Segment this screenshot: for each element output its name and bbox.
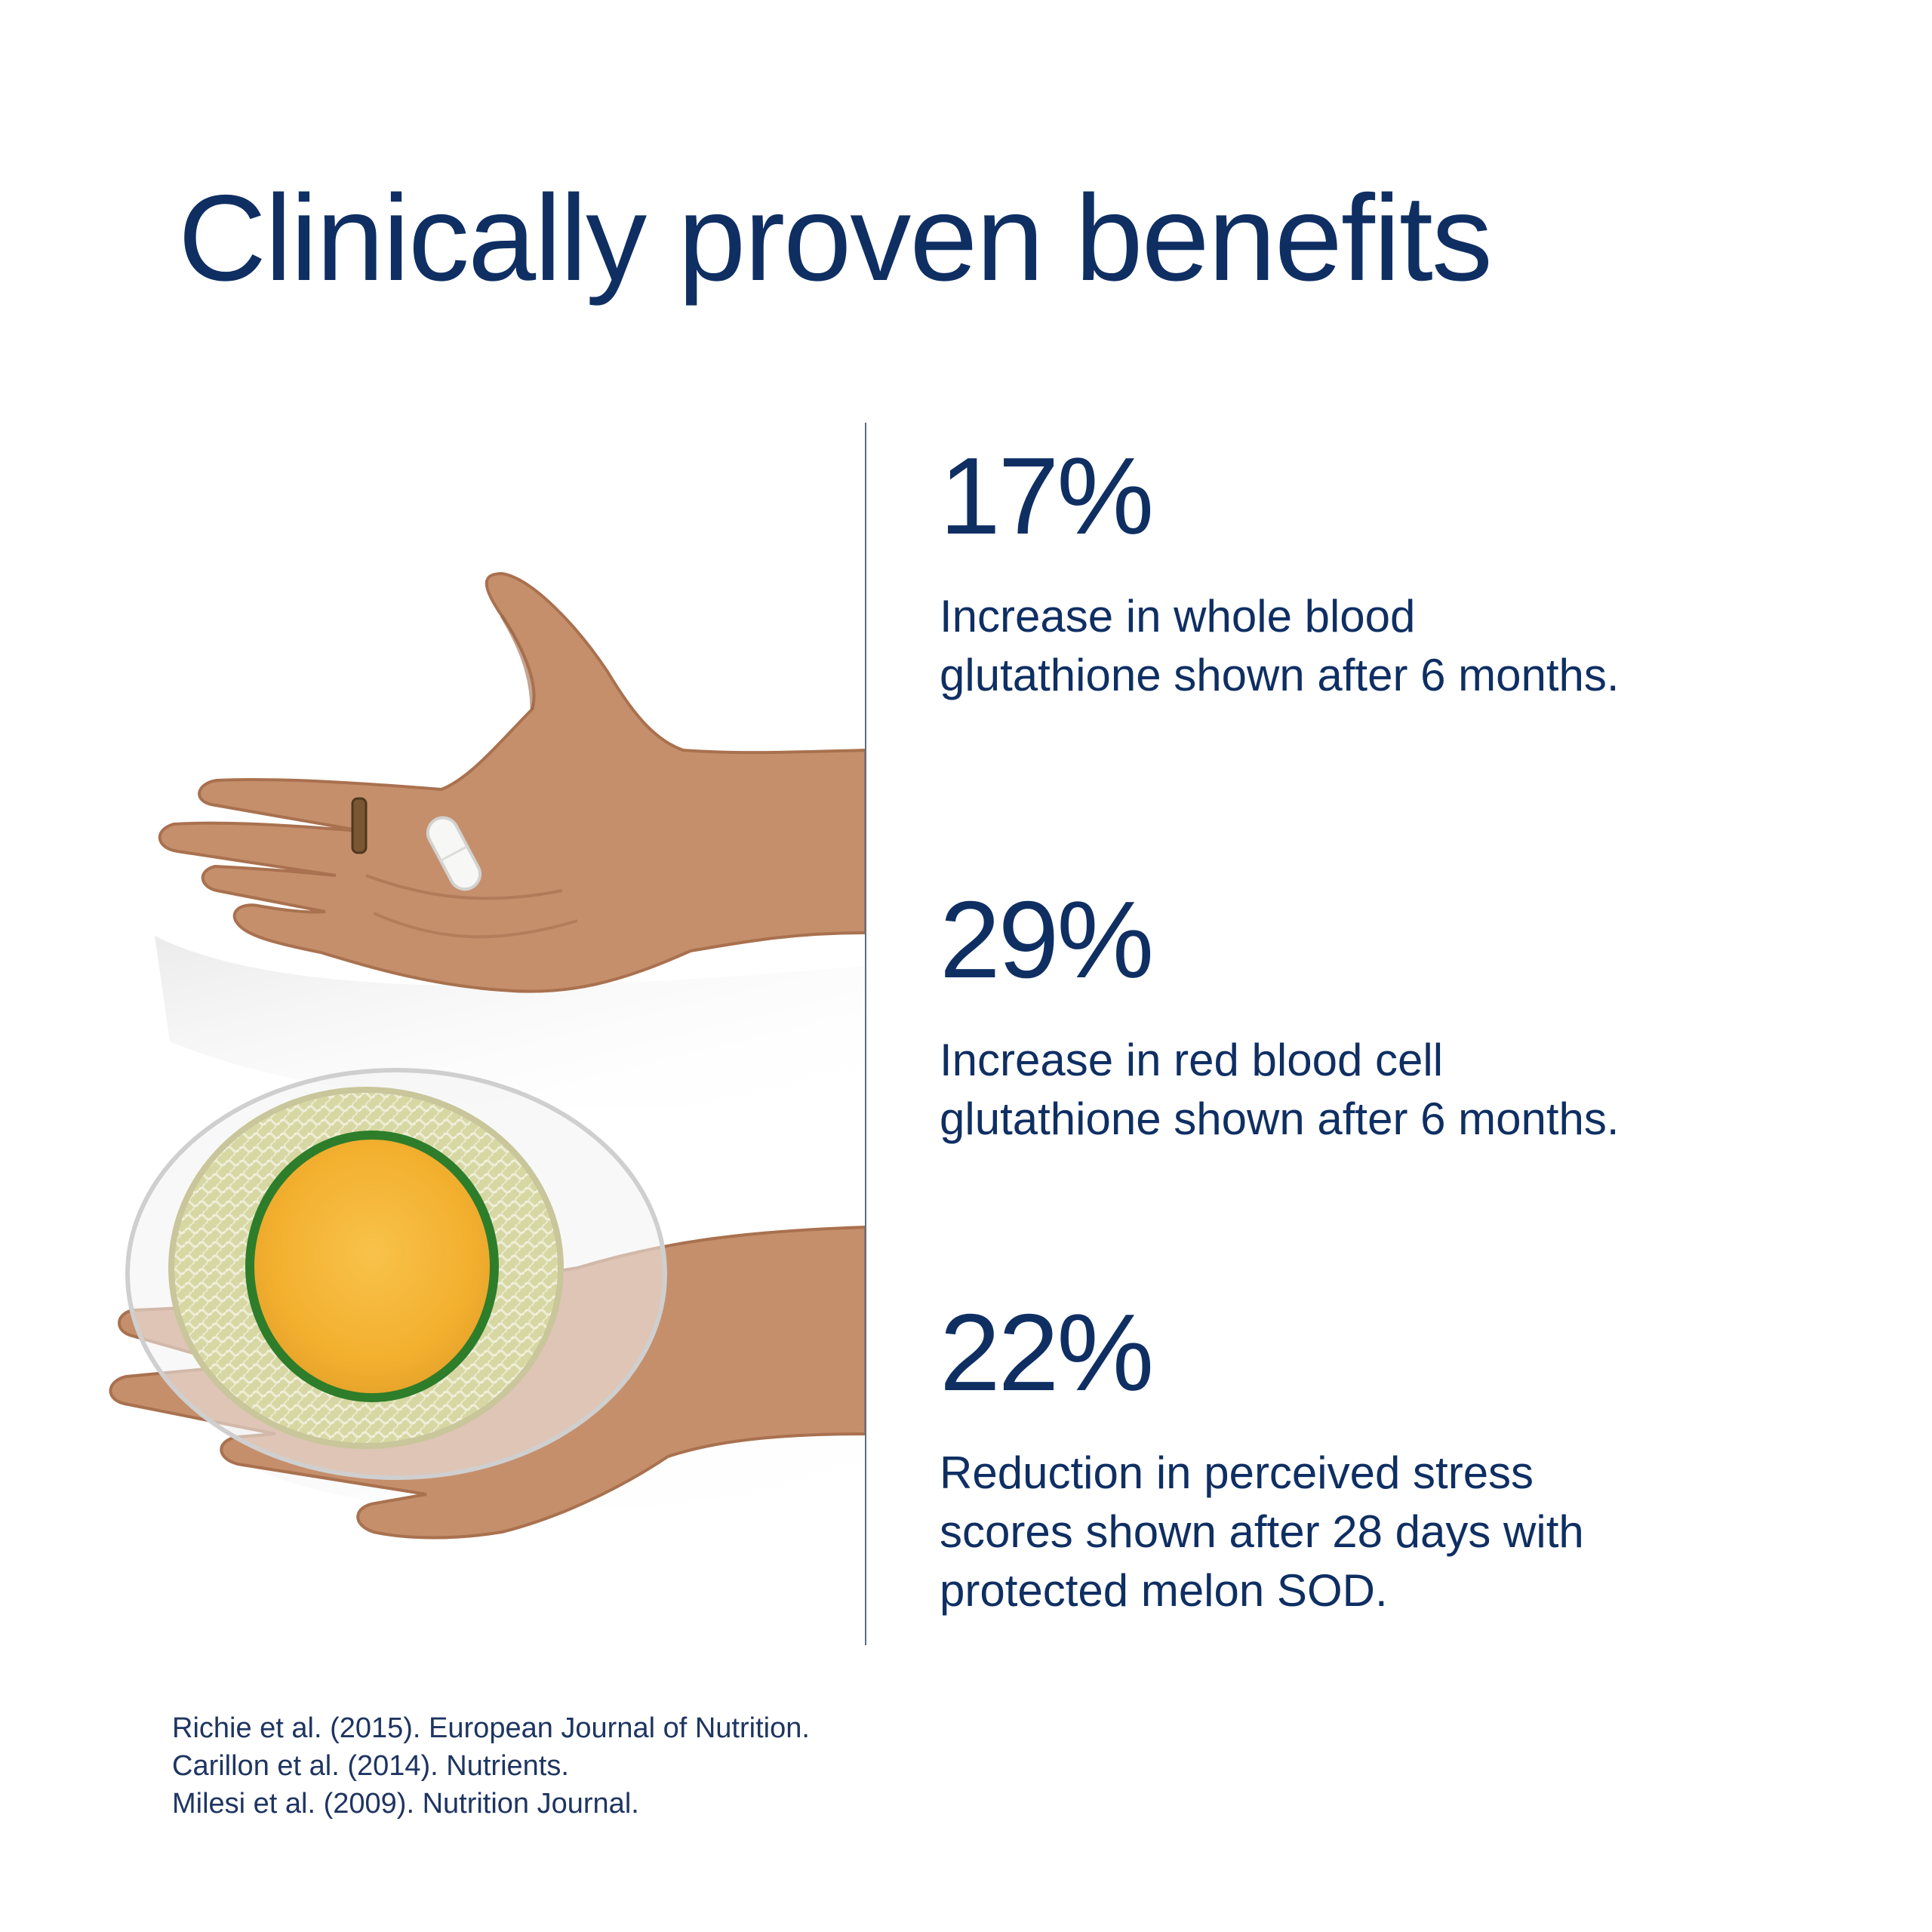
stat-description: Increase in whole blood glutathione show… — [940, 587, 1883, 705]
stat-description-line: scores shown after 28 days with — [940, 1506, 1584, 1557]
stat-value: 29% — [940, 878, 1154, 1001]
stat-description-line: glutathione shown after 6 months. — [940, 650, 1620, 700]
hands-capsule-melon-illustration — [49, 423, 866, 1645]
vertical-divider — [865, 423, 866, 1645]
stat-value: 22% — [940, 1291, 1154, 1414]
reference-item: Richie et al. (2015). European Journal o… — [172, 1712, 810, 1744]
reference-item: Milesi et al. (2009). Nutrition Journal. — [172, 1788, 639, 1820]
melon-half — [168, 1087, 564, 1449]
stat-description-line: Increase in whole blood — [940, 591, 1416, 641]
stat-perceived-stress: 22% Reduction in perceived stress scores… — [940, 1298, 1883, 1620]
capsule — [426, 816, 482, 891]
stat-whole-blood-glutathione: 17% Increase in whole blood glutathione … — [940, 441, 1883, 705]
stat-description-line: Increase in red blood cell — [940, 1035, 1444, 1085]
references: Richie et al. (2015). European Journal o… — [172, 1709, 810, 1823]
upper-hand — [158, 571, 866, 993]
stat-description-line: glutathione shown after 6 months. — [940, 1094, 1620, 1144]
reference-item: Carillon et al. (2014). Nutrients. — [172, 1750, 569, 1782]
stat-description: Increase in red blood cell glutathione s… — [940, 1031, 1883, 1149]
stat-description-line: protected melon SOD. — [940, 1565, 1388, 1616]
page-title: Clinically proven benefits — [178, 170, 1493, 306]
stat-description: Reduction in perceived stress scores sho… — [940, 1444, 1883, 1620]
stat-value: 17% — [940, 435, 1154, 557]
hands-capsule-melon-photo — [49, 423, 866, 1645]
stat-description-line: Reduction in perceived stress — [940, 1447, 1534, 1498]
stat-red-blood-cell-glutathione: 29% Increase in red blood cell glutathio… — [940, 885, 1883, 1149]
